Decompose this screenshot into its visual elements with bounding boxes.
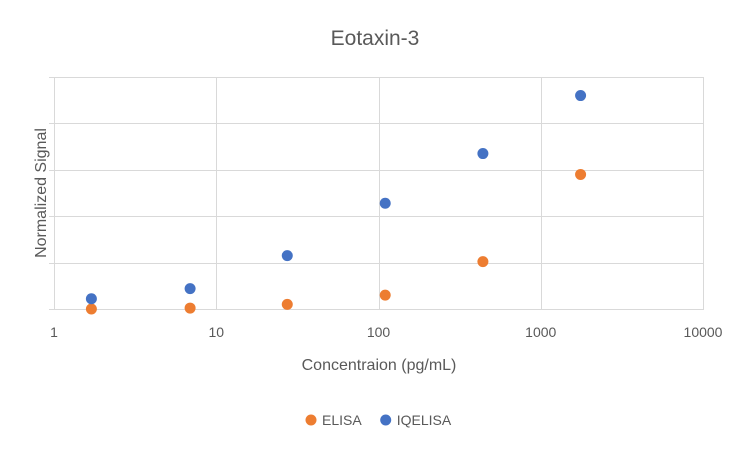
- data-point: [184, 283, 196, 295]
- legend: ELISA IQELISA: [305, 412, 452, 428]
- x-tick-label: 1: [50, 324, 58, 340]
- x-axis-label: Concentraion (pg/mL): [302, 357, 457, 374]
- data-point: [281, 250, 293, 262]
- x-tick-label: 100: [367, 324, 391, 340]
- gridlines: [49, 77, 704, 310]
- legend-label: IQELISA: [397, 412, 452, 428]
- legend-marker: [305, 414, 317, 426]
- data-point: [184, 302, 196, 314]
- data-point: [379, 289, 391, 301]
- series-iqelisa: [85, 90, 587, 305]
- x-tick-label: 10: [208, 324, 224, 340]
- data-point: [85, 293, 97, 305]
- legend-item: ELISA: [305, 412, 362, 428]
- data-point: [575, 168, 587, 180]
- data-point: [85, 303, 97, 315]
- plot-frame: [54, 77, 704, 310]
- data-points: [85, 90, 587, 315]
- data-point: [477, 256, 489, 268]
- data-point: [477, 148, 489, 160]
- legend-marker: [380, 414, 392, 426]
- y-axis-label: Normalized Signal: [33, 128, 50, 258]
- data-point: [379, 197, 391, 209]
- series-elisa: [85, 168, 587, 315]
- axis-ticks: 1 10 100 1000 10000: [50, 324, 723, 340]
- data-point: [281, 298, 293, 310]
- x-tick-label: 1000: [525, 324, 556, 340]
- chart-title: Eotaxin-3: [331, 27, 420, 50]
- legend-label: ELISA: [322, 412, 362, 428]
- data-point: [575, 90, 587, 102]
- legend-item: IQELISA: [380, 412, 452, 428]
- x-tick-label: 10000: [684, 324, 723, 340]
